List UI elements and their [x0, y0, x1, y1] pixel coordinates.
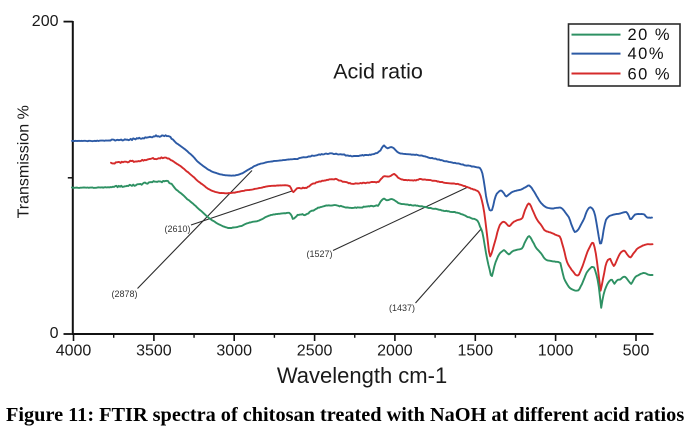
svg-text:Acid ratio: Acid ratio: [333, 60, 423, 84]
svg-text:(2878): (2878): [111, 289, 137, 299]
svg-text:(2610): (2610): [164, 224, 190, 234]
svg-text:60 %: 60 %: [628, 66, 672, 84]
svg-text:Transmission %: Transmission %: [16, 105, 33, 218]
svg-text:3000: 3000: [216, 343, 252, 360]
svg-text:3500: 3500: [136, 343, 172, 360]
svg-text:200: 200: [32, 13, 59, 30]
svg-text:Figure 11: FTIR spectra of chi: Figure 11: FTIR spectra of chitosan trea…: [6, 404, 684, 426]
svg-text:4000: 4000: [56, 343, 92, 360]
svg-text:2500: 2500: [297, 343, 333, 360]
svg-text:1500: 1500: [458, 343, 494, 360]
svg-text:20 %: 20 %: [628, 26, 672, 44]
svg-text:Wavelength cm-1: Wavelength cm-1: [277, 363, 447, 388]
svg-text:(1527): (1527): [306, 249, 332, 259]
svg-text:500: 500: [623, 343, 650, 360]
svg-text:2000: 2000: [377, 343, 413, 360]
svg-text:40%: 40%: [628, 45, 666, 63]
svg-text:(1437): (1437): [389, 303, 415, 313]
svg-text:1000: 1000: [538, 343, 574, 360]
svg-text:0: 0: [50, 325, 59, 342]
